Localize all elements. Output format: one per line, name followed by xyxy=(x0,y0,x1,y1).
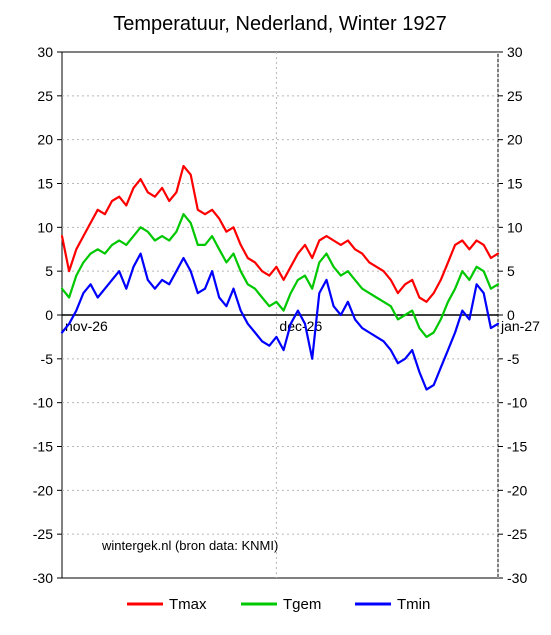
x-month-label: jan-27 xyxy=(500,318,540,334)
y-tick-label-left: -15 xyxy=(33,439,53,455)
y-tick-label-left: 25 xyxy=(37,88,53,104)
temperature-chart: Temperatuur, Nederland, Winter 1927 -30 -3… xyxy=(0,0,551,635)
legend-label: Tmax xyxy=(169,596,207,613)
footer-note: wintergek.nl (bron data: KNMI) xyxy=(101,538,278,553)
y-tick-label-left: 5 xyxy=(45,263,53,279)
y-tick-label-right: -30 xyxy=(507,570,527,586)
y-tick-label-right: 30 xyxy=(507,44,523,60)
legend-label: Tgem xyxy=(283,596,321,613)
y-tick-label-left: -10 xyxy=(33,395,53,411)
y-tick-label-right: -10 xyxy=(507,395,527,411)
chart-title: Temperatuur, Nederland, Winter 1927 xyxy=(113,13,447,35)
y-tick-label-right: 25 xyxy=(507,88,523,104)
y-tick-label-right: -20 xyxy=(507,482,527,498)
y-tick-label-right: 15 xyxy=(507,176,523,192)
y-tick-label-left: -5 xyxy=(41,351,54,367)
y-tick-label-right: 10 xyxy=(507,219,523,235)
y-tick-label-left: -25 xyxy=(33,526,53,542)
y-tick-label-left: 20 xyxy=(37,132,53,148)
y-tick-label-left: 15 xyxy=(37,176,53,192)
y-tick-label-left: -30 xyxy=(33,570,53,586)
y-tick-label-left: 10 xyxy=(37,219,53,235)
y-tick-label-right: 20 xyxy=(507,132,523,148)
y-tick-label-left: 0 xyxy=(45,307,53,323)
chart-container: Temperatuur, Nederland, Winter 1927 -30 -3… xyxy=(0,0,551,635)
y-tick-label-left: -20 xyxy=(33,482,53,498)
legend-label: Tmin xyxy=(397,596,430,613)
y-tick-label-right: 5 xyxy=(507,263,515,279)
y-tick-label-right: -5 xyxy=(507,351,520,367)
y-tick-label-left: 30 xyxy=(37,44,53,60)
y-tick-label-right: -15 xyxy=(507,439,527,455)
y-tick-label-right: -25 xyxy=(507,526,527,542)
